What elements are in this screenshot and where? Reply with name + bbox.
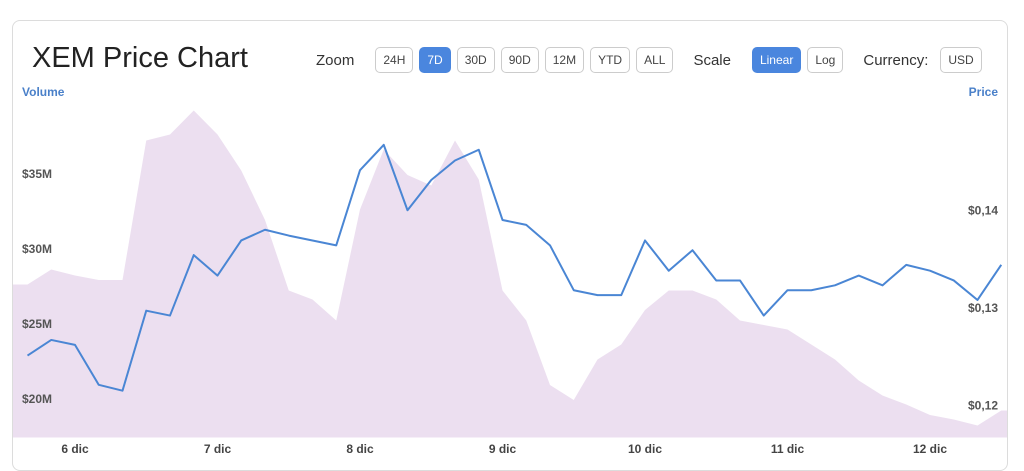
scale-label: Scale <box>693 51 731 69</box>
y2-tick-label: $0,13 <box>968 301 998 315</box>
y-axis-label: Volume <box>22 85 65 99</box>
x-tick-label: 12 dic <box>913 442 947 456</box>
y2-axis-label: Price <box>969 85 999 99</box>
y-tick-label: $20M <box>22 392 52 406</box>
y-tick-label: $30M <box>22 242 52 256</box>
x-tick-label: 6 dic <box>61 442 89 456</box>
currency-label: Currency: <box>863 51 929 69</box>
option-button[interactable]: Linear <box>751 47 802 73</box>
toolbar: Zoom 24H 7D 30D 90D 12M YTD ALL Scale Linear Lo… <box>316 47 988 73</box>
option-button[interactable]: 24H <box>375 47 414 73</box>
y-tick-label: $35M <box>22 167 52 181</box>
currency-button[interactable]: USD <box>940 47 982 73</box>
x-tick-label: 8 dic <box>346 442 374 456</box>
option-button[interactable]: 30D <box>456 47 495 73</box>
y2-tick-label: $0,12 <box>968 398 998 412</box>
zoom-label: Zoom <box>316 51 355 69</box>
option-button[interactable]: 7D <box>419 47 451 73</box>
y2-tick-label: $0,14 <box>968 203 998 217</box>
x-tick-label: 11 dic <box>771 442 805 456</box>
plot-area <box>13 110 1007 438</box>
price-line <box>26 143 1003 392</box>
option-button[interactable]: ALL <box>636 47 674 73</box>
x-tick-label: 9 dic <box>489 442 517 456</box>
option-button[interactable]: 12M <box>544 47 585 73</box>
volume-area <box>13 110 1007 438</box>
y-tick-label: $25M <box>22 317 52 331</box>
x-tick-label: 10 dic <box>628 442 662 456</box>
x-tick-label: 7 dic <box>204 442 232 456</box>
chart-title: XEM Price Chart <box>32 42 248 74</box>
option-button[interactable]: 90D <box>500 47 539 73</box>
option-button[interactable]: YTD <box>590 47 631 73</box>
option-button[interactable]: Log <box>807 47 844 73</box>
